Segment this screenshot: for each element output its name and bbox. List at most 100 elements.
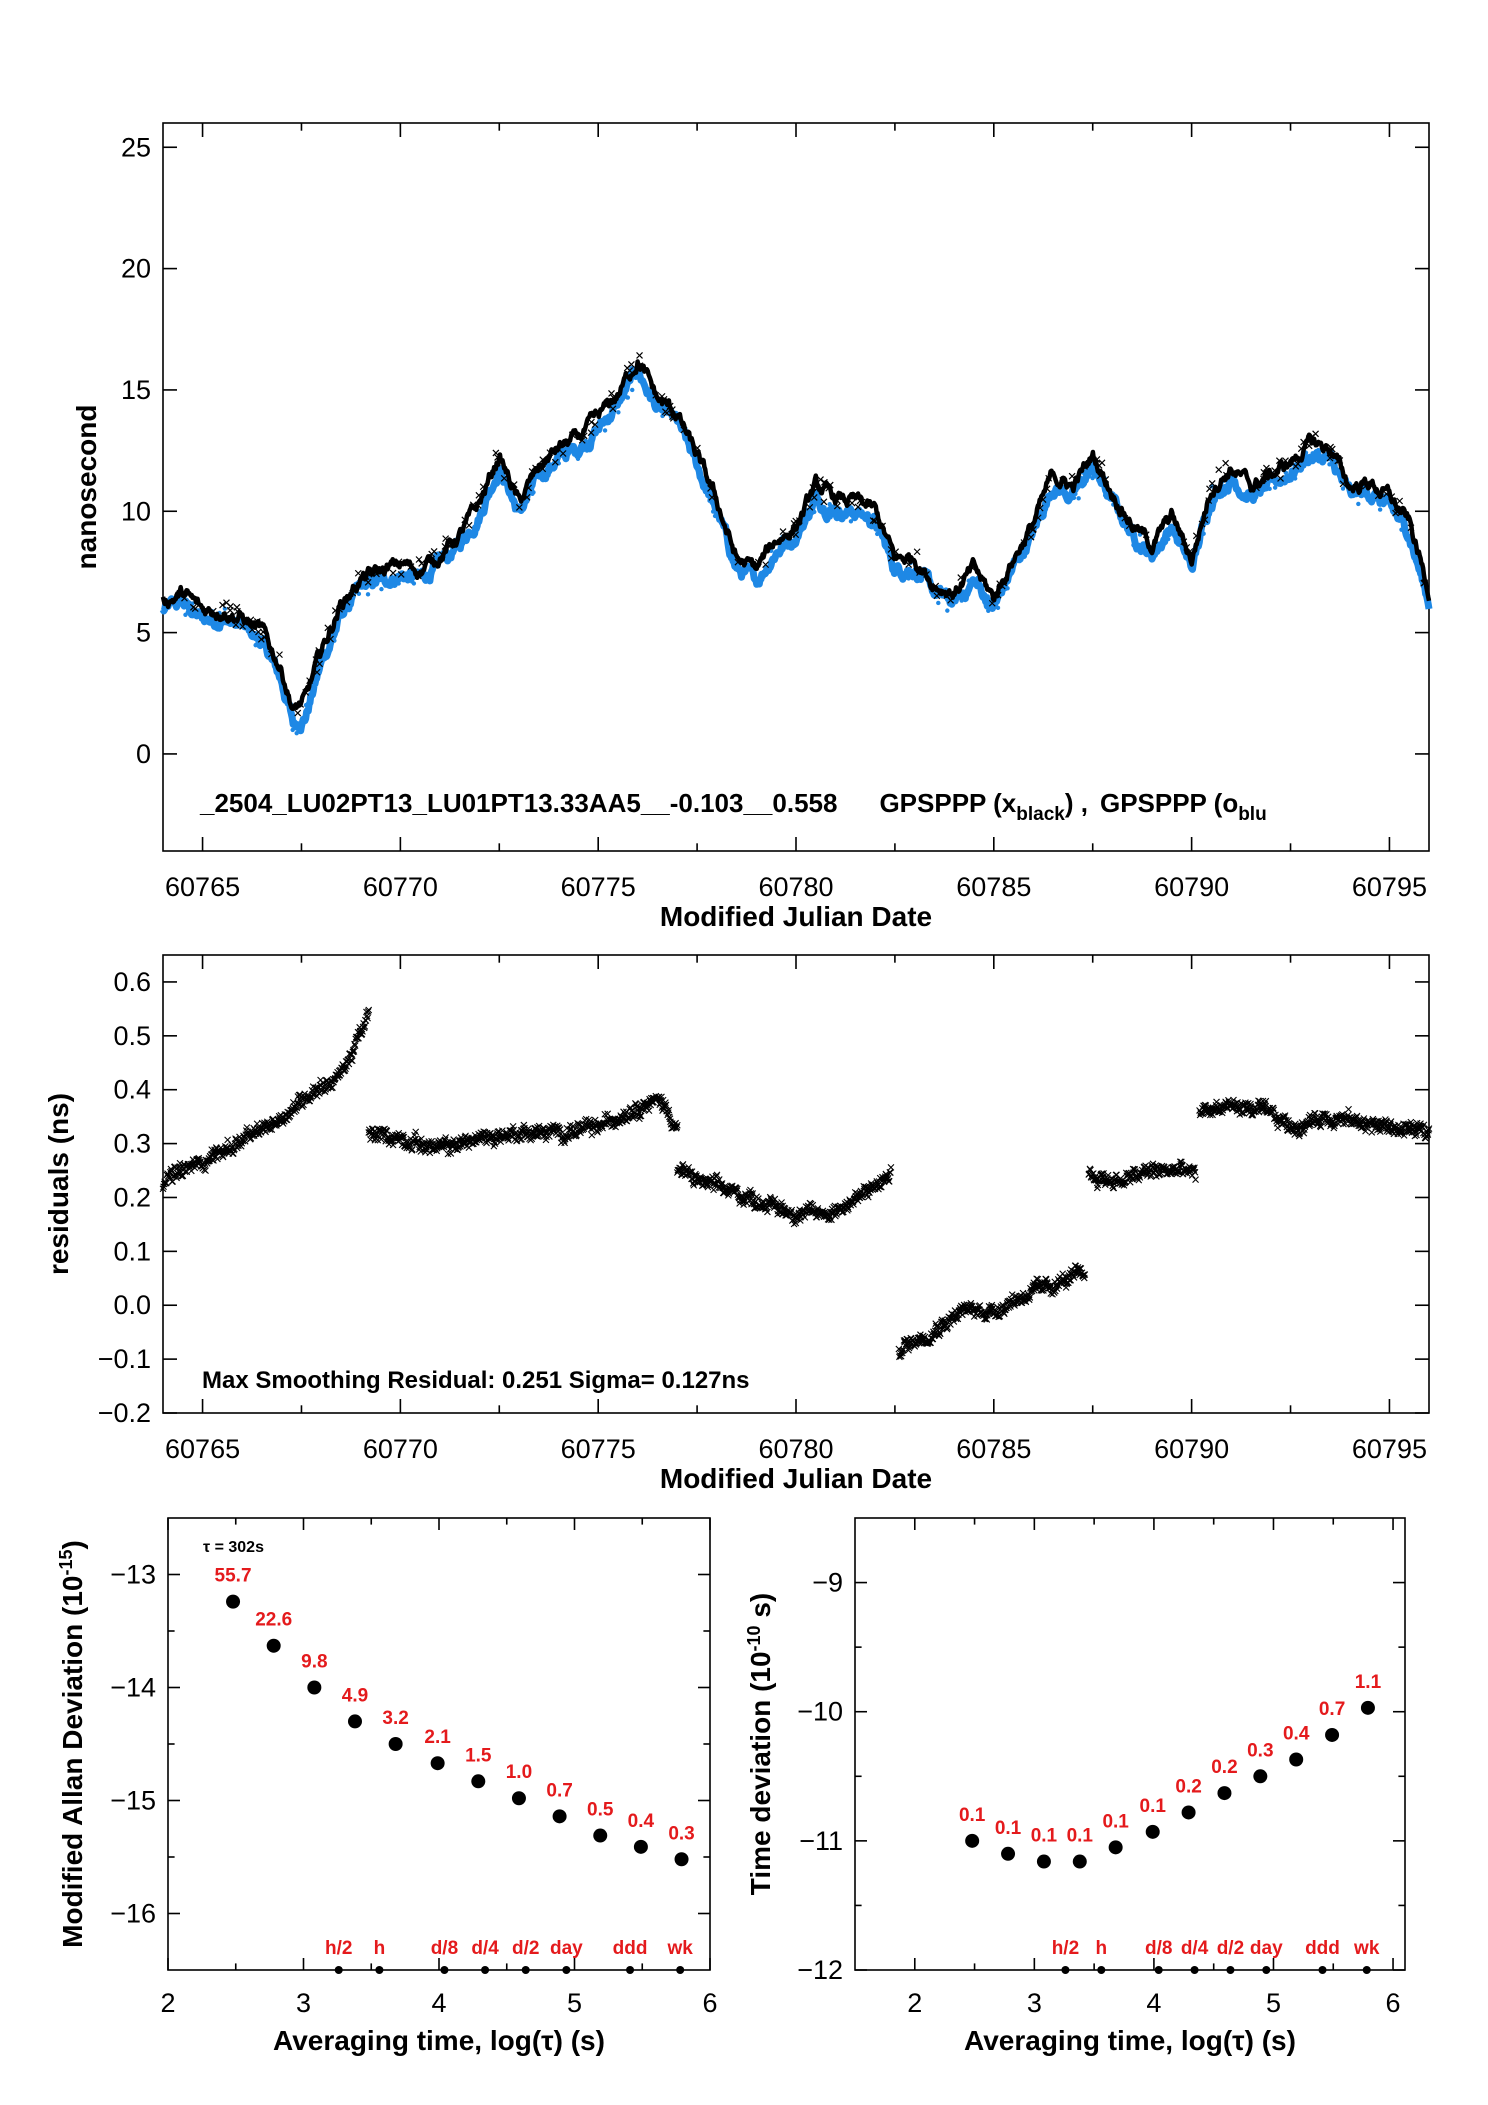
blue-point [1361, 491, 1366, 496]
x-tick-label: 4 [431, 1988, 446, 2018]
black-point [442, 535, 450, 543]
panel1-data [159, 352, 1433, 736]
deviation-point [1181, 1805, 1196, 1820]
residual-point [174, 1170, 182, 1178]
black-point [817, 476, 824, 484]
x-tick-label: 5 [567, 1988, 582, 2018]
x-tick-label: 60795 [1352, 1434, 1427, 1464]
black-point [1305, 435, 1313, 442]
residual-point [214, 1155, 221, 1163]
black-point [636, 352, 643, 359]
blue-point [303, 702, 309, 708]
residual-point [412, 1128, 420, 1136]
residual-point [163, 1179, 170, 1187]
deviation-point-label: 0.7 [1319, 1699, 1345, 1720]
residual-point [1425, 1126, 1432, 1134]
blue-point [1076, 496, 1081, 501]
black-point [1334, 457, 1342, 465]
blue-point [1310, 451, 1315, 456]
black-point [546, 449, 554, 457]
black-point [209, 607, 217, 615]
black-point [1271, 467, 1279, 475]
black-point [515, 503, 523, 511]
deviation-point-label: 1.5 [465, 1745, 492, 1766]
black-point [1305, 442, 1313, 450]
residual-point [629, 1114, 637, 1122]
residual-point [1066, 1276, 1073, 1284]
deviation-point [1325, 1727, 1340, 1742]
black-point [1192, 532, 1200, 540]
black-point [253, 618, 261, 625]
x-tick-label: 60775 [561, 872, 636, 902]
time-marker-dot [1190, 1966, 1199, 1974]
black-point [1336, 457, 1344, 464]
blue-point [247, 632, 252, 637]
x-tick-label: 60790 [1154, 872, 1229, 902]
deviation-point-label: 0.2 [1211, 1757, 1237, 1778]
time-marker-label: h [374, 1938, 386, 1959]
blue-point [379, 576, 385, 582]
blue-point [183, 612, 188, 617]
blue-point [945, 608, 950, 613]
black-point [916, 569, 923, 576]
black-point [932, 582, 940, 590]
black-point [762, 561, 770, 569]
black-point [626, 367, 634, 375]
blue-point [1201, 531, 1206, 536]
residual-point [1270, 1106, 1278, 1114]
panel4-ticks: 2 3 4 5 6 −9 −10 −11 −12 [797, 1518, 1405, 2018]
residual-point [1034, 1275, 1042, 1283]
residual-point [715, 1176, 723, 1183]
x-tick-label: 60785 [956, 872, 1031, 902]
black-point [887, 554, 895, 562]
blue-point [959, 598, 964, 603]
black-point [294, 709, 302, 717]
time-marker-label: d/2 [512, 1938, 539, 1959]
black-point [1282, 457, 1289, 465]
residual-point [885, 1177, 893, 1185]
residual-point [425, 1138, 433, 1145]
time-marker-dot [334, 1966, 343, 1974]
blue-point [830, 508, 836, 514]
residual-point [208, 1146, 216, 1154]
y-tick-label: 10 [121, 496, 151, 526]
black-point [947, 596, 955, 604]
black-point [957, 574, 965, 581]
black-point [1125, 522, 1133, 530]
x-tick-label: 60790 [1154, 1434, 1229, 1464]
black-point [1029, 525, 1037, 533]
black-point [833, 497, 841, 505]
black-point [479, 483, 487, 491]
time-marker-label: d/8 [431, 1938, 458, 1959]
residual-point [349, 1048, 357, 1056]
residual-point [1026, 1294, 1034, 1301]
blue-point [986, 608, 991, 613]
deviation-point-label: 0.2 [1175, 1776, 1201, 1797]
black-point [608, 390, 615, 397]
residual-point [1345, 1105, 1352, 1113]
y-tick-label: −13 [110, 1560, 156, 1590]
deviation-point-label: 3.2 [382, 1708, 408, 1729]
blue-point [827, 508, 832, 513]
deviation-point [430, 1756, 445, 1771]
blue-point [451, 549, 456, 554]
time-offset-panel: 60765 60770 60775 60780 60785 60790 60795 0 5 10 1… [71, 122, 1433, 932]
x-tick-label: 5 [1266, 1988, 1281, 2018]
time-marker-dot [521, 1966, 530, 1974]
residual-point [360, 1024, 368, 1032]
black-point [609, 405, 617, 413]
deviation-point-label: 0.1 [1140, 1796, 1167, 1817]
deviation-point [307, 1680, 322, 1695]
black-point [276, 651, 283, 659]
black-point [879, 522, 886, 530]
panel3-ylabel: Modified Allan Deviation (10-15) [56, 1540, 88, 1948]
deviation-point [1001, 1846, 1016, 1861]
black-point [1388, 493, 1396, 500]
black-point [428, 550, 436, 558]
black-point [792, 531, 800, 539]
blue-point [214, 623, 219, 628]
black-point [669, 414, 677, 422]
time-marker-dot [676, 1966, 685, 1974]
residual-point [364, 1008, 372, 1015]
black-point [1275, 457, 1283, 465]
